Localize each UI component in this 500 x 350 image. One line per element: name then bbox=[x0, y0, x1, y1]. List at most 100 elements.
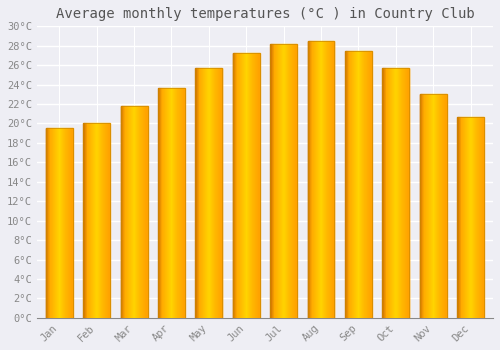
Bar bbox=[86, 124, 87, 318]
Bar bbox=[176, 88, 177, 318]
Bar bbox=[286, 44, 287, 318]
Bar bbox=[179, 88, 180, 318]
Bar bbox=[397, 68, 398, 318]
Bar bbox=[198, 68, 200, 318]
Bar bbox=[49, 128, 50, 318]
Bar bbox=[400, 68, 401, 318]
Bar bbox=[166, 88, 168, 318]
Bar bbox=[474, 117, 476, 318]
Bar bbox=[426, 94, 427, 318]
Bar bbox=[362, 51, 363, 318]
Bar bbox=[330, 41, 331, 318]
Bar bbox=[349, 51, 350, 318]
Bar bbox=[210, 68, 211, 318]
Bar bbox=[308, 41, 309, 318]
Bar bbox=[205, 68, 206, 318]
Bar bbox=[215, 68, 216, 318]
Bar bbox=[214, 68, 215, 318]
Bar bbox=[128, 106, 130, 318]
Bar bbox=[120, 106, 148, 318]
Bar bbox=[181, 88, 182, 318]
Bar bbox=[239, 54, 240, 318]
Bar bbox=[271, 44, 272, 318]
Bar bbox=[360, 51, 361, 318]
Bar bbox=[366, 51, 367, 318]
Bar bbox=[363, 51, 364, 318]
Bar bbox=[347, 51, 348, 318]
Bar bbox=[324, 41, 325, 318]
Bar bbox=[345, 51, 346, 318]
Bar bbox=[250, 54, 251, 318]
Bar bbox=[464, 117, 465, 318]
Bar bbox=[158, 88, 160, 318]
Bar bbox=[278, 44, 279, 318]
Bar bbox=[145, 106, 146, 318]
Bar bbox=[470, 117, 472, 318]
Bar bbox=[102, 124, 104, 318]
Title: Average monthly temperatures (°C ) in Country Club: Average monthly temperatures (°C ) in Co… bbox=[56, 7, 474, 21]
Bar bbox=[438, 94, 440, 318]
Bar bbox=[279, 44, 280, 318]
Bar bbox=[248, 54, 249, 318]
Bar bbox=[108, 124, 109, 318]
Bar bbox=[144, 106, 145, 318]
Bar bbox=[48, 128, 49, 318]
Bar bbox=[141, 106, 142, 318]
Bar bbox=[421, 94, 422, 318]
Bar bbox=[238, 54, 239, 318]
Bar bbox=[204, 68, 205, 318]
Bar bbox=[420, 94, 446, 318]
Bar bbox=[241, 54, 242, 318]
Bar bbox=[62, 128, 64, 318]
Bar bbox=[254, 54, 255, 318]
Bar bbox=[85, 124, 86, 318]
Bar bbox=[428, 94, 429, 318]
Bar bbox=[237, 54, 238, 318]
Bar bbox=[284, 44, 285, 318]
Bar bbox=[427, 94, 428, 318]
Bar bbox=[291, 44, 292, 318]
Bar bbox=[158, 88, 185, 318]
Bar bbox=[290, 44, 291, 318]
Bar bbox=[177, 88, 178, 318]
Bar bbox=[325, 41, 326, 318]
Bar bbox=[90, 124, 92, 318]
Bar bbox=[249, 54, 250, 318]
Bar bbox=[383, 68, 384, 318]
Bar bbox=[433, 94, 434, 318]
Bar bbox=[220, 68, 221, 318]
Bar bbox=[385, 68, 386, 318]
Bar bbox=[357, 51, 358, 318]
Bar bbox=[382, 68, 383, 318]
Bar bbox=[171, 88, 172, 318]
Bar bbox=[52, 128, 53, 318]
Bar bbox=[56, 128, 57, 318]
Bar bbox=[272, 44, 273, 318]
Bar bbox=[472, 117, 474, 318]
Bar bbox=[395, 68, 396, 318]
Bar bbox=[431, 94, 432, 318]
Bar bbox=[389, 68, 390, 318]
Bar bbox=[136, 106, 138, 318]
Bar bbox=[282, 44, 283, 318]
Bar bbox=[57, 128, 58, 318]
Bar bbox=[432, 94, 433, 318]
Bar bbox=[132, 106, 134, 318]
Bar bbox=[143, 106, 144, 318]
Bar bbox=[351, 51, 352, 318]
Bar bbox=[352, 51, 353, 318]
Bar bbox=[251, 54, 252, 318]
Bar bbox=[406, 68, 408, 318]
Bar bbox=[424, 94, 425, 318]
Bar bbox=[311, 41, 312, 318]
Bar bbox=[353, 51, 354, 318]
Bar bbox=[94, 124, 96, 318]
Bar bbox=[84, 124, 85, 318]
Bar bbox=[255, 54, 256, 318]
Bar bbox=[420, 94, 421, 318]
Bar bbox=[208, 68, 209, 318]
Bar bbox=[121, 106, 122, 318]
Bar bbox=[436, 94, 438, 318]
Bar bbox=[283, 44, 284, 318]
Bar bbox=[68, 128, 70, 318]
